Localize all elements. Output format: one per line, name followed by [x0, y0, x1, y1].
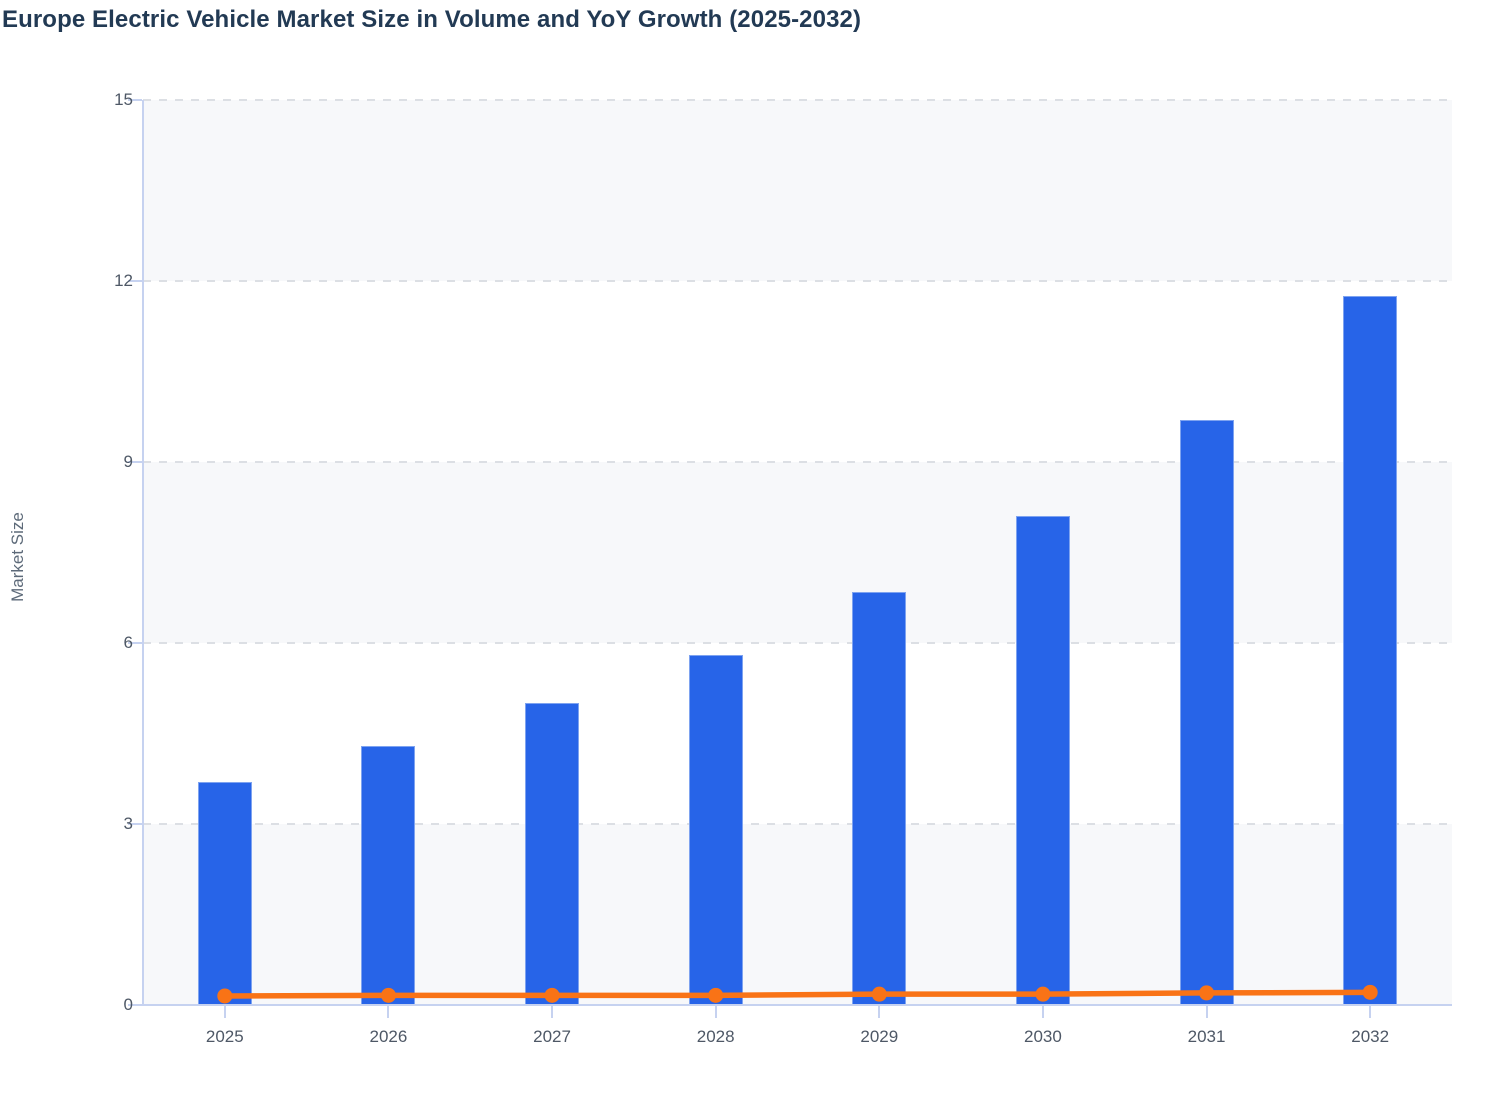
plot-band-stripe	[143, 824, 1452, 1005]
x-tick-label: 2025	[205, 1027, 244, 1046]
x-tick-mark	[1041, 1005, 1044, 1018]
gridline	[143, 642, 1452, 644]
gridline	[143, 461, 1452, 463]
y-tick-mark	[128, 642, 142, 644]
y-tick-label: 9	[123, 452, 133, 471]
y-tick-label: 0	[123, 995, 133, 1014]
x-tick-label: 2029	[860, 1027, 899, 1046]
bar-2028	[688, 655, 743, 1005]
bar-2031	[1179, 419, 1234, 1005]
y-tick-mark	[128, 280, 142, 282]
plot-band-stripe	[143, 462, 1452, 643]
y-tick-mark	[128, 99, 142, 101]
y-tick-label: 3	[123, 814, 133, 833]
gridline	[143, 99, 1452, 101]
x-tick-label: 2032	[1351, 1027, 1390, 1046]
bar-2030	[1015, 516, 1070, 1005]
y-tick-label: 15	[114, 90, 133, 109]
gridline	[143, 280, 1452, 282]
bar-2026	[361, 745, 416, 1005]
bar-2032	[1343, 296, 1398, 1005]
x-tick-label: 2027	[533, 1027, 571, 1046]
plot-band-stripe	[143, 100, 1452, 281]
x-tick-mark	[223, 1005, 226, 1018]
bar-2025	[197, 781, 252, 1005]
chart-title: Europe Electric Vehicle Market Size in V…	[2, 6, 862, 33]
x-tick-label: 2030	[1024, 1027, 1062, 1046]
gridline	[143, 823, 1452, 825]
bar-2027	[525, 703, 580, 1005]
x-tick-mark	[1369, 1005, 1372, 1018]
x-tick-label: 2026	[369, 1027, 408, 1046]
y-axis-title: Market Size	[8, 512, 27, 602]
plot-band-stripe	[143, 643, 1452, 824]
x-tick-mark	[1205, 1005, 1208, 1018]
y-tick-label: 12	[114, 271, 133, 290]
plot-band-stripe	[143, 281, 1452, 462]
x-axis-line	[129, 1004, 1452, 1006]
x-tick-mark	[714, 1005, 717, 1018]
x-tick-mark	[878, 1005, 881, 1018]
bar-2029	[852, 591, 907, 1005]
y-tick-label: 6	[123, 633, 133, 652]
x-tick-mark	[387, 1005, 390, 1018]
x-tick-label: 2028	[696, 1027, 735, 1046]
plot-area	[128, 99, 1452, 1018]
y-tick-mark	[128, 461, 142, 463]
y-axis-line	[142, 100, 144, 1005]
x-tick-mark	[551, 1005, 554, 1018]
y-tick-mark	[128, 823, 142, 825]
x-tick-label: 2031	[1187, 1027, 1226, 1046]
